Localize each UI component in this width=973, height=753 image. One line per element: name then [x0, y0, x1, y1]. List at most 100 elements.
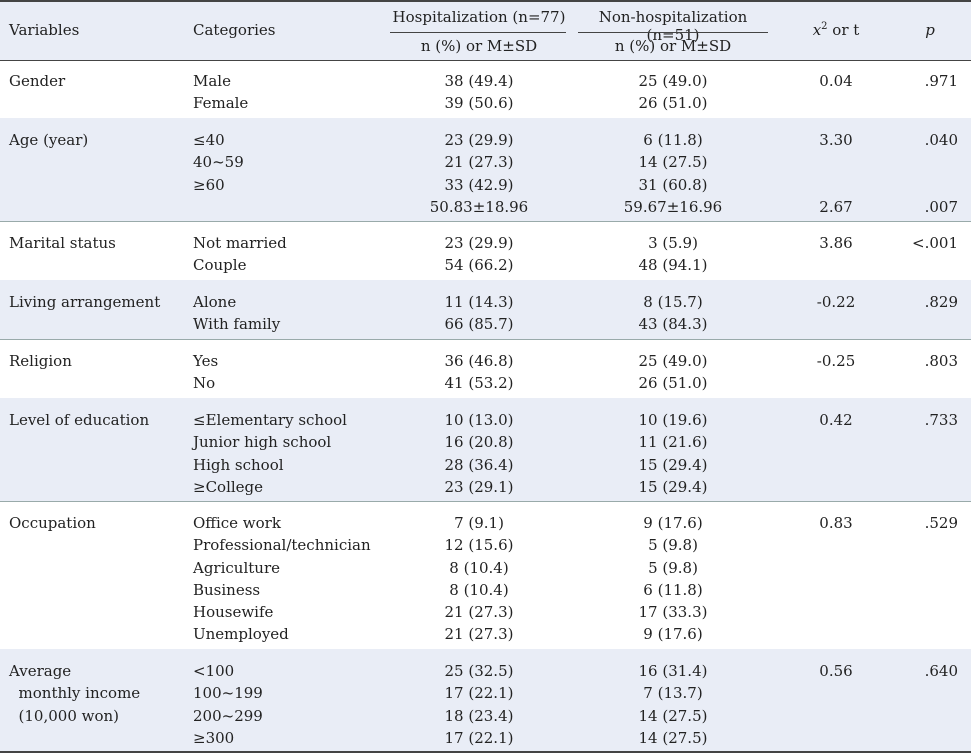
category-cell: <100	[193, 662, 235, 680]
group-rows: ≤Elementary school 10 (13.0) 10 (19.6) 0.42…	[0, 409, 971, 498]
hospitalization-cell: 23 (29.1)	[444, 477, 514, 496]
statistic-cell: 3.86	[819, 234, 853, 252]
table-row: 50.83±18.96 59.67±16.96 2.67 .007	[0, 196, 971, 218]
non-hospitalization-cell: 17 (33.3)	[638, 603, 708, 622]
non-hospitalization-cell: 14 (27.5)	[638, 728, 708, 747]
header-hospitalization: Hospitalization (n=77)	[392, 8, 566, 26]
hospitalization-cell: 39 (50.6)	[444, 94, 514, 113]
table-group: Age (year) ≤40 23 (29.9) 6 (11.8) 3.30 .040 40…	[0, 118, 971, 222]
variable-label-line: monthly income	[9, 684, 141, 703]
variable-label: Religion	[9, 350, 72, 372]
variable-label-line: Living arrangement	[9, 293, 161, 311]
p-value-cell: .529	[924, 514, 958, 532]
p-value-cell: .829	[924, 293, 958, 311]
p-value-cell: .971	[924, 72, 958, 90]
table-row: ≥300 17 (22.1) 14 (27.5)	[0, 727, 971, 749]
header-sub-non-hospitalization: n (%) or M±SD	[614, 37, 732, 55]
header-stat-rest: or t	[827, 21, 860, 39]
variable-label-line: Religion	[9, 352, 72, 370]
table-row: Unemployed 21 (27.3) 9 (17.6)	[0, 623, 971, 645]
table-row: Alone 11 (14.3) 8 (15.7) -0.22 .829	[0, 291, 971, 313]
table-row: Not married 23 (29.9) 3 (5.9) 3.86 <.001	[0, 232, 971, 254]
non-hospitalization-cell: 7 (13.7)	[643, 684, 703, 703]
table-group: Marital status Not married 23 (29.9) 3 (5.9…	[0, 221, 971, 281]
table-row: 40~59 21 (27.3) 14 (27.5)	[0, 151, 971, 173]
statistic-cell: 0.56	[819, 662, 853, 680]
table-row: ≥60 33 (42.9) 31 (60.8)	[0, 174, 971, 196]
header-stat-x: x	[812, 21, 822, 39]
non-hospitalization-cell: 26 (51.0)	[638, 94, 708, 113]
non-hospitalization-cell: 48 (94.1)	[638, 256, 708, 275]
category-cell: Professional/technician	[193, 536, 371, 555]
variable-label: Marital status	[9, 232, 116, 254]
p-value-cell: .640	[924, 662, 958, 680]
non-hospitalization-cell: 5 (9.8)	[648, 536, 698, 555]
hospitalization-cell: 17 (22.1)	[444, 684, 514, 703]
hospitalization-cell: 50.83±18.96	[429, 197, 529, 216]
category-cell: Female	[193, 94, 249, 113]
category-cell: With family	[193, 315, 281, 334]
p-value-cell: .040	[924, 131, 958, 149]
hospitalization-cell: 8 (10.4)	[449, 558, 509, 577]
table-row: High school 28 (36.4) 15 (29.4)	[0, 454, 971, 476]
category-cell: ≥60	[193, 175, 225, 194]
category-cell: No	[193, 374, 216, 393]
variable-label: Occupation	[9, 512, 96, 534]
non-hospitalization-cell: 15 (29.4)	[638, 477, 708, 496]
table-row: No 41 (53.2) 26 (51.0)	[0, 372, 971, 394]
non-hospitalization-cell: 8 (15.7)	[643, 293, 703, 311]
variable-label-line: Occupation	[9, 514, 96, 532]
hospitalization-cell: 41 (53.2)	[444, 374, 514, 393]
statistic-cell: 0.42	[819, 411, 853, 429]
header-rule-non-hospitalization	[578, 32, 768, 33]
hospitalization-cell: 54 (66.2)	[444, 256, 514, 275]
table-group: Religion Yes 36 (46.8) 25 (49.0) -0.25 .803 No…	[0, 339, 971, 399]
hospitalization-cell: 11 (14.3)	[444, 293, 514, 311]
category-cell: 100~199	[193, 684, 263, 703]
non-hospitalization-cell: 3 (5.9)	[648, 234, 698, 252]
category-cell: 40~59	[193, 153, 244, 172]
hospitalization-cell: 21 (27.3)	[444, 625, 514, 644]
group-rows: ≤40 23 (29.9) 6 (11.8) 3.30 .040 40~59 21 (27.…	[0, 129, 971, 218]
table-row: 100~199 17 (22.1) 7 (13.7)	[0, 682, 971, 704]
category-cell: Housewife	[193, 603, 274, 622]
non-hospitalization-cell: 25 (49.0)	[638, 352, 708, 370]
non-hospitalization-cell: 10 (19.6)	[638, 411, 708, 429]
category-cell: Male	[193, 72, 231, 90]
header-p: p	[925, 21, 935, 39]
table-row: <100 25 (32.5) 16 (31.4) 0.56 .640	[0, 660, 971, 682]
category-cell: Couple	[193, 256, 247, 275]
table-group: Average monthly income (10,000 won) <100 2…	[0, 649, 971, 753]
group-rows: Alone 11 (14.3) 8 (15.7) -0.22 .829 With fami…	[0, 291, 971, 336]
hospitalization-cell: 25 (32.5)	[444, 662, 514, 680]
p-value-cell: <.001	[912, 234, 958, 252]
non-hospitalization-cell: 6 (11.8)	[643, 580, 703, 599]
category-cell: High school	[193, 455, 284, 474]
variable-label: Gender	[9, 70, 65, 92]
category-cell: Alone	[193, 293, 237, 311]
hospitalization-cell: 8 (10.4)	[449, 580, 509, 599]
table-row: Business 8 (10.4) 6 (11.8)	[0, 579, 971, 601]
statistic-cell: -0.25	[816, 352, 856, 370]
table-row: Junior high school 16 (20.8) 11 (21.6)	[0, 431, 971, 453]
hospitalization-cell: 17 (22.1)	[444, 728, 514, 747]
hospitalization-cell: 16 (20.8)	[444, 433, 514, 452]
table-row: Professional/technician 12 (15.6) 5 (9.8)	[0, 534, 971, 556]
category-cell: ≥College	[193, 477, 264, 496]
hospitalization-cell: 21 (27.3)	[444, 603, 514, 622]
header-categories: Categories	[193, 21, 276, 39]
group-rows: Male 38 (49.4) 25 (49.0) 0.04 .971 Female 39 (…	[0, 70, 971, 115]
hospitalization-cell: 23 (29.9)	[444, 234, 514, 252]
non-hospitalization-cell: 43 (84.3)	[638, 315, 708, 334]
table-row: 200~299 18 (23.4) 14 (27.5)	[0, 705, 971, 727]
category-cell: Business	[193, 580, 261, 599]
hospitalization-cell: 21 (27.3)	[444, 153, 514, 172]
group-rows: Not married 23 (29.9) 3 (5.9) 3.86 <.001 Coup…	[0, 232, 971, 277]
header-sub-hospitalization: n (%) or M±SD	[420, 37, 538, 55]
hospitalization-cell: 23 (29.9)	[444, 131, 514, 149]
category-cell: ≤40	[193, 131, 225, 149]
table-row: Male 38 (49.4) 25 (49.0) 0.04 .971	[0, 70, 971, 92]
category-cell: Junior high school	[193, 433, 332, 452]
variable-label: Level of education	[9, 409, 149, 431]
hospitalization-cell: 12 (15.6)	[444, 536, 514, 555]
